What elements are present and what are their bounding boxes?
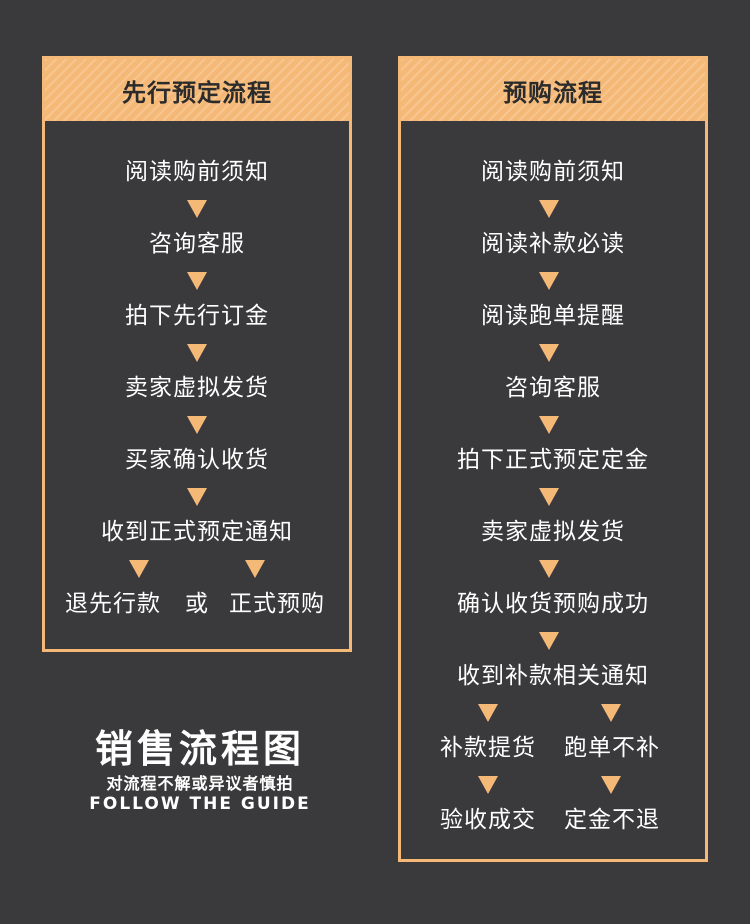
down-arrow-icon <box>601 776 621 794</box>
down-arrow-icon <box>539 344 559 362</box>
flow-step: 确认收货预购成功 <box>457 591 649 617</box>
branch-deal-complete: 验收成交 <box>440 807 536 833</box>
down-arrow-icon <box>539 200 559 218</box>
down-arrow-icon <box>539 416 559 434</box>
flow-step: 卖家虚拟发货 <box>481 519 625 545</box>
down-arrow-icon <box>539 272 559 290</box>
flow-chart-english-title: FOLLOW THE GUIDE <box>89 794 311 814</box>
down-arrow-icon <box>187 344 207 362</box>
final-option-refund: 退先行款 <box>65 591 161 617</box>
down-arrow-icon <box>539 560 559 578</box>
preorder-panel: 预购流程 <box>398 56 708 862</box>
flow-step: 收到补款相关通知 <box>457 663 649 689</box>
flow-step: 阅读购前须知 <box>481 159 625 185</box>
pre-order-panel: 先行预定流程 <box>42 56 352 652</box>
down-arrow-icon <box>187 272 207 290</box>
down-arrow-icon <box>187 416 207 434</box>
flow-step: 拍下正式预定定金 <box>457 447 649 473</box>
final-option-connector: 或 <box>185 591 209 617</box>
branch-no-balance: 跑单不补 <box>564 735 660 761</box>
down-arrow-icon <box>245 560 265 578</box>
down-arrow-icon <box>129 560 149 578</box>
flow-step: 阅读补款必读 <box>481 231 625 257</box>
flow-step: 咨询客服 <box>505 375 601 401</box>
branch-pay-balance: 补款提货 <box>440 735 536 761</box>
down-arrow-icon <box>539 488 559 506</box>
down-arrow-icon <box>478 776 498 794</box>
preorder-panel-title: 预购流程 <box>401 59 705 121</box>
flow-step: 买家确认收货 <box>125 447 269 473</box>
down-arrow-icon <box>601 704 621 722</box>
flow-step: 阅读跑单提醒 <box>481 303 625 329</box>
final-option-preorder: 正式预购 <box>229 591 325 617</box>
flow-step: 拍下先行订金 <box>125 303 269 329</box>
flow-chart-subtitle: 对流程不解或异议者慎拍 <box>106 774 294 793</box>
branch-deposit-forfeit: 定金不退 <box>564 807 660 833</box>
pre-order-panel-title: 先行预定流程 <box>45 59 349 121</box>
flow-step: 咨询客服 <box>149 231 245 257</box>
flow-step: 收到正式预定通知 <box>101 519 293 545</box>
down-arrow-icon <box>539 632 559 650</box>
flow-step: 阅读购前须知 <box>125 159 269 185</box>
down-arrow-icon <box>187 488 207 506</box>
flow-step: 卖家虚拟发货 <box>125 375 269 401</box>
down-arrow-icon <box>478 704 498 722</box>
down-arrow-icon <box>187 200 207 218</box>
flow-chart-title: 销售流程图 <box>94 727 305 771</box>
